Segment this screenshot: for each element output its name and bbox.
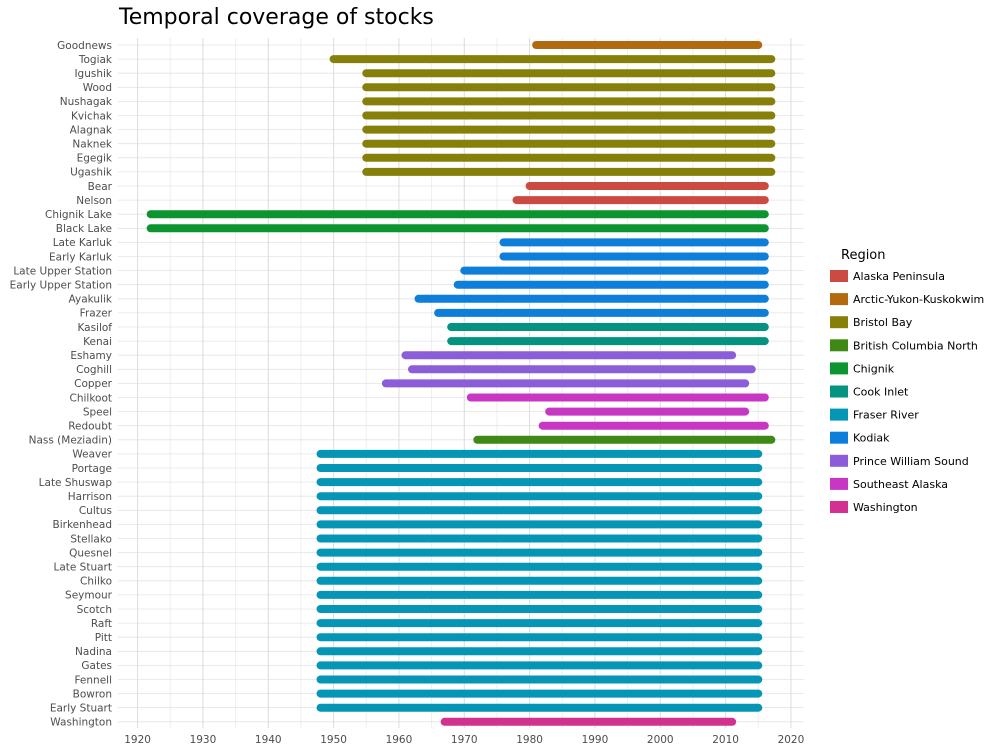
legend-swatch <box>830 362 848 375</box>
y-tick-label: Harrison <box>68 491 112 503</box>
x-tick-label: 1920 <box>124 734 151 746</box>
x-tick-label: 1940 <box>255 734 282 746</box>
y-tick-label: Fennell <box>74 674 112 686</box>
y-tick-label: Seymour <box>65 590 113 602</box>
y-tick-label: Togiak <box>78 54 113 66</box>
y-tick-label: Raft <box>91 618 112 630</box>
x-tick-label: 2010 <box>712 734 739 746</box>
legend-label: Washington <box>853 501 918 514</box>
chart-title: Temporal coverage of stocks <box>118 5 434 30</box>
y-tick-label: Nadina <box>75 646 112 658</box>
x-tick-label: 2020 <box>778 734 805 746</box>
y-tick-label: Frazer <box>80 308 113 320</box>
x-tick-label: 1950 <box>320 734 347 746</box>
legend-swatch <box>830 408 848 421</box>
y-tick-label: Portage <box>72 463 112 475</box>
y-tick-label: Chilko <box>80 576 112 588</box>
legend-swatch <box>830 501 848 513</box>
y-tick-label: Igushik <box>74 68 112 80</box>
y-tick-label: Late Shuswap <box>39 477 113 489</box>
legend-label: Fraser River <box>853 409 919 422</box>
y-tick-label: Late Upper Station <box>13 265 112 277</box>
y-tick-label: Late Stuart <box>53 562 112 574</box>
y-tick-label: Gates <box>81 660 112 672</box>
legend-label: Bristol Bay <box>853 316 913 329</box>
x-tick-label: 1960 <box>386 734 413 746</box>
y-tick-label: Alagnak <box>70 124 113 136</box>
y-tick-label: Weaver <box>72 449 112 461</box>
y-tick-label: Scotch <box>77 604 112 616</box>
y-tick-label: Ayakulik <box>69 294 113 306</box>
y-tick-label: Cultus <box>79 505 112 517</box>
legend-label: Chignik <box>853 362 895 375</box>
x-tick-label: 1980 <box>516 734 543 746</box>
y-tick-label: Stellako <box>70 533 112 545</box>
legend-label: Alaska Peninsula <box>853 270 945 283</box>
x-tick-label: 1990 <box>582 734 609 746</box>
x-axis-labels: 1920 1930 1940 1950 1960 1970 1980 1990 2000 2010… <box>124 734 804 746</box>
coverage-bars <box>146 41 776 726</box>
legend-label: Prince William Sound <box>853 455 969 468</box>
legend-swatch <box>830 431 848 444</box>
y-tick-label: Coghill <box>76 364 112 376</box>
legend: Region Alaska Peninsula Arctic-Yukon-Kusk… <box>830 248 984 514</box>
y-tick-label: Late Karluk <box>53 237 113 249</box>
x-tick-label: 1970 <box>451 734 478 746</box>
y-tick-label: Black Lake <box>56 223 112 235</box>
y-tick-label: Redoubt <box>68 421 112 433</box>
y-tick-label: Copper <box>74 378 113 390</box>
legend-label: Kodiak <box>853 432 890 445</box>
y-tick-label: Early Stuart <box>50 703 112 715</box>
y-tick-label: Washington <box>50 717 112 729</box>
legend-swatch <box>830 339 848 352</box>
y-tick-label: Pitt <box>95 632 112 644</box>
y-axis-labels: Goodnews Togiak Igushik Wood Nushagak Kvichak… <box>10 40 113 729</box>
y-tick-label: Bowron <box>73 688 112 700</box>
legend-swatch <box>830 477 848 490</box>
y-tick-label: Early Karluk <box>49 251 113 263</box>
legend-label: Arctic-Yukon-Kuskokwim <box>853 293 984 306</box>
y-tick-label: Birkenhead <box>53 519 112 531</box>
y-tick-label: Goodnews <box>57 40 112 52</box>
y-tick-label: Egegik <box>77 153 113 165</box>
y-tick-label: Chignik Lake <box>45 209 112 221</box>
y-tick-label: Bear <box>88 181 113 193</box>
y-tick-label: Kasilof <box>77 322 112 334</box>
y-tick-label: Kenai <box>83 336 112 348</box>
legend-title: Region <box>841 248 886 263</box>
x-tick-label: 2000 <box>647 734 674 746</box>
legend-label: Cook Inlet <box>853 386 909 399</box>
legend-swatch <box>830 454 848 467</box>
legend-label: British Columbia North <box>853 339 978 352</box>
y-tick-label: Eshamy <box>70 350 112 362</box>
y-tick-label: Speel <box>83 406 112 418</box>
legend-swatch <box>830 385 848 398</box>
y-tick-label: Quesnel <box>69 547 112 559</box>
legend-label: Southeast Alaska <box>853 478 948 491</box>
legend-swatch <box>830 293 848 306</box>
y-tick-label: Naknek <box>72 139 112 151</box>
x-tick-label: 1930 <box>190 734 217 746</box>
y-tick-label: Nelson <box>76 195 112 207</box>
y-tick-label: Chilkoot <box>70 392 113 404</box>
y-tick-label: Early Upper Station <box>10 280 112 292</box>
y-tick-label: Nass (Meziadin) <box>29 435 112 447</box>
y-tick-label: Ugashik <box>70 167 113 179</box>
y-tick-label: Kvichak <box>71 110 113 122</box>
legend-swatch <box>830 270 848 282</box>
y-tick-label: Nushagak <box>60 96 113 108</box>
legend-swatch <box>830 316 848 329</box>
y-tick-label: Wood <box>83 82 112 94</box>
